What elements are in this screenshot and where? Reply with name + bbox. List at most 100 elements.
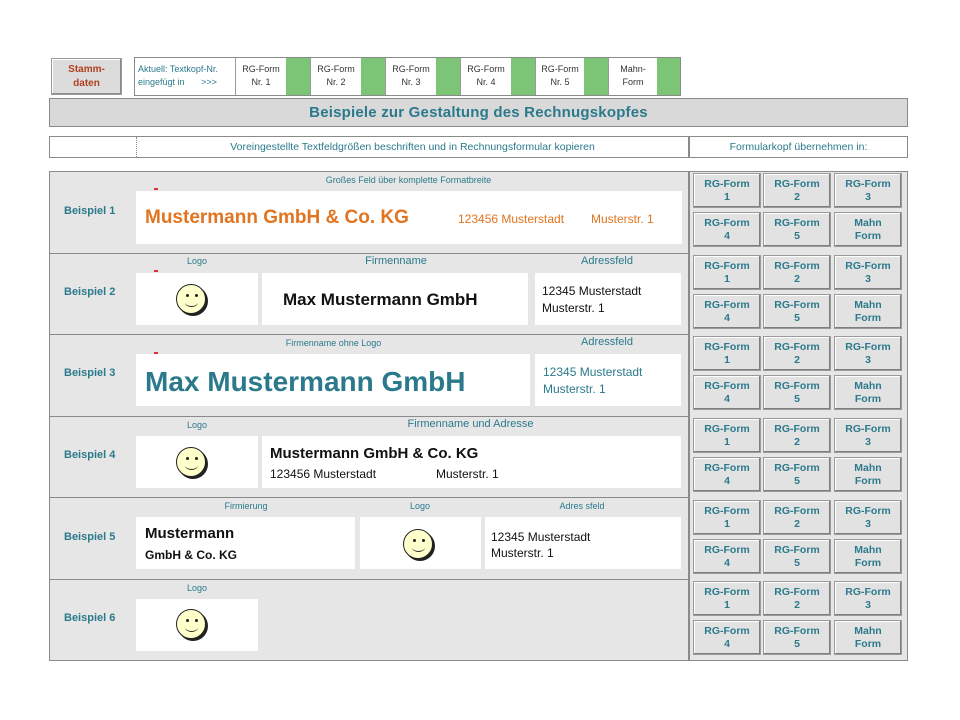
apply-example-6-button-6[interactable]: Mahn Form bbox=[834, 620, 902, 655]
button-label-line2: 1 bbox=[724, 436, 730, 448]
button-label-line2: 5 bbox=[794, 312, 800, 324]
form-status-green-1 bbox=[286, 58, 310, 95]
button-label-line1: RG-Form bbox=[774, 380, 820, 392]
example-5-street: Musterstr. 1 bbox=[491, 546, 554, 560]
button-label-line1: Mahn bbox=[854, 544, 882, 556]
example-5-firm-field[interactable] bbox=[136, 517, 355, 569]
form-status-green-4 bbox=[511, 58, 535, 95]
stammdaten-button[interactable]: Stamm- daten bbox=[51, 58, 122, 95]
apply-example-4-button-2[interactable]: RG-Form 2 bbox=[763, 418, 831, 453]
button-label-line1: Mahn bbox=[854, 299, 882, 311]
button-label-line1: RG-Form bbox=[774, 423, 820, 435]
button-label-line2: 4 bbox=[724, 557, 730, 569]
apply-example-6-button-1[interactable]: RG-Form 1 bbox=[693, 581, 761, 616]
button-label-line1: RG-Form bbox=[774, 341, 820, 353]
example-1-header: Großes Feld über komplette Formatbreite bbox=[325, 175, 492, 185]
button-label-line1: RG-Form bbox=[774, 178, 820, 190]
button-label-line2: 1 bbox=[724, 191, 730, 203]
example-2-city: 12345 Musterstadt bbox=[542, 284, 642, 298]
apply-example-4-button-1[interactable]: RG-Form 1 bbox=[693, 418, 761, 453]
example-3-firm-header: Firmenname ohne Logo bbox=[285, 338, 382, 348]
apply-example-4-button-5[interactable]: RG-Form 5 bbox=[763, 457, 831, 492]
apply-example-4-button-3[interactable]: RG-Form 3 bbox=[834, 418, 902, 453]
form-status-green-6 bbox=[657, 58, 680, 95]
button-label-line1: RG-Form bbox=[774, 625, 820, 637]
apply-example-2-button-6[interactable]: Mahn Form bbox=[834, 294, 902, 329]
button-label-line2: 4 bbox=[724, 475, 730, 487]
form-indicator-rg4[interactable]: RG-Form Nr. 4 bbox=[467, 64, 505, 87]
form-indicator-mahn[interactable]: Mahn- Form bbox=[620, 64, 646, 87]
apply-example-3-button-6[interactable]: Mahn Form bbox=[834, 375, 902, 410]
apply-example-6-button-5[interactable]: RG-Form 5 bbox=[763, 620, 831, 655]
example-5-firm-header: Firmierung bbox=[224, 501, 268, 511]
apply-example-2-button-1[interactable]: RG-Form 1 bbox=[693, 255, 761, 290]
example-5-address-field[interactable] bbox=[485, 517, 681, 569]
example-1-field[interactable] bbox=[136, 191, 682, 244]
button-label-line2: Form bbox=[854, 475, 882, 487]
button-label-line1: RG-Form bbox=[774, 260, 820, 272]
example-4-firm-field[interactable] bbox=[262, 436, 681, 488]
button-label-line2: Form bbox=[854, 557, 882, 569]
apply-example-1-button-1[interactable]: RG-Form 1 bbox=[693, 173, 761, 208]
example-3-address-field[interactable] bbox=[535, 354, 681, 406]
apply-example-6-button-4[interactable]: RG-Form 4 bbox=[693, 620, 761, 655]
apply-example-3-button-1[interactable]: RG-Form 1 bbox=[693, 336, 761, 371]
button-label-line1: RG-Form bbox=[774, 299, 820, 311]
apply-example-5-button-4[interactable]: RG-Form 4 bbox=[693, 539, 761, 574]
button-label-line2: 2 bbox=[794, 599, 800, 611]
apply-example-1-button-4[interactable]: RG-Form 4 bbox=[693, 212, 761, 247]
button-label-line2: Form bbox=[854, 393, 882, 405]
button-label-line1: Mahn bbox=[854, 462, 882, 474]
apply-example-2-button-5[interactable]: RG-Form 5 bbox=[763, 294, 831, 329]
apply-example-2-button-4[interactable]: RG-Form 4 bbox=[693, 294, 761, 329]
apply-example-3-button-4[interactable]: RG-Form 4 bbox=[693, 375, 761, 410]
apply-example-3-button-2[interactable]: RG-Form 2 bbox=[763, 336, 831, 371]
example-2-company: Max Mustermann GmbH bbox=[283, 290, 478, 309]
apply-example-3-button-5[interactable]: RG-Form 5 bbox=[763, 375, 831, 410]
example-3-label: Beispiel 3 bbox=[64, 367, 116, 379]
example-3-firm-field[interactable] bbox=[136, 354, 530, 406]
apply-example-1-button-6[interactable]: Mahn Form bbox=[834, 212, 902, 247]
example-6-logo-header: Logo bbox=[186, 583, 208, 593]
apply-example-1-button-5[interactable]: RG-Form 5 bbox=[763, 212, 831, 247]
example-4-street: Musterstr. 1 bbox=[436, 467, 499, 481]
button-label-line1: RG-Form bbox=[774, 217, 820, 229]
apply-example-5-button-2[interactable]: RG-Form 2 bbox=[763, 500, 831, 535]
button-label-line1: RG-Form bbox=[704, 625, 750, 637]
example-2-firm-field[interactable] bbox=[262, 273, 528, 325]
apply-example-5-button-3[interactable]: RG-Form 3 bbox=[834, 500, 902, 535]
apply-example-5-button-1[interactable]: RG-Form 1 bbox=[693, 500, 761, 535]
button-label-line1: RG-Form bbox=[704, 462, 750, 474]
apply-example-6-button-3[interactable]: RG-Form 3 bbox=[834, 581, 902, 616]
example-5-company-line2: GmbH & Co. KG bbox=[145, 548, 237, 562]
example-2-label: Beispiel 2 bbox=[64, 286, 116, 298]
button-label-line2: 5 bbox=[794, 475, 800, 487]
apply-example-5-button-5[interactable]: RG-Form 5 bbox=[763, 539, 831, 574]
button-label-line2: 2 bbox=[794, 436, 800, 448]
button-label-line1: RG-Form bbox=[845, 586, 891, 598]
example-2-street: Musterstr. 1 bbox=[542, 301, 605, 315]
form-indicator-rg5[interactable]: RG-Form Nr. 5 bbox=[541, 64, 579, 87]
apply-example-2-button-2[interactable]: RG-Form 2 bbox=[763, 255, 831, 290]
apply-example-3-button-3[interactable]: RG-Form 3 bbox=[834, 336, 902, 371]
example-4-company: Mustermann GmbH & Co. KG bbox=[270, 445, 479, 462]
apply-example-1-button-3[interactable]: RG-Form 3 bbox=[834, 173, 902, 208]
smiley-logo-icon bbox=[176, 609, 206, 639]
form-indicator-rg1[interactable]: RG-Form Nr. 1 bbox=[242, 64, 280, 87]
apply-example-1-button-2[interactable]: RG-Form 2 bbox=[763, 173, 831, 208]
button-label-line2: 2 bbox=[794, 273, 800, 285]
form-status-green-5 bbox=[584, 58, 608, 95]
form-indicator-rg2[interactable]: RG-Form Nr. 2 bbox=[317, 64, 355, 87]
example-2-address-field[interactable] bbox=[535, 273, 681, 325]
marker bbox=[154, 188, 158, 190]
button-label-line1: RG-Form bbox=[845, 178, 891, 190]
button-label-line2: 2 bbox=[794, 354, 800, 366]
button-label-line2: 3 bbox=[865, 273, 871, 285]
apply-example-2-button-3[interactable]: RG-Form 3 bbox=[834, 255, 902, 290]
apply-example-5-button-6[interactable]: Mahn Form bbox=[834, 539, 902, 574]
apply-example-4-button-4[interactable]: RG-Form 4 bbox=[693, 457, 761, 492]
form-indicator-rg3[interactable]: RG-Form Nr. 3 bbox=[392, 64, 430, 87]
apply-example-4-button-6[interactable]: Mahn Form bbox=[834, 457, 902, 492]
apply-example-6-button-2[interactable]: RG-Form 2 bbox=[763, 581, 831, 616]
example-4-logo-header: Logo bbox=[186, 420, 208, 430]
